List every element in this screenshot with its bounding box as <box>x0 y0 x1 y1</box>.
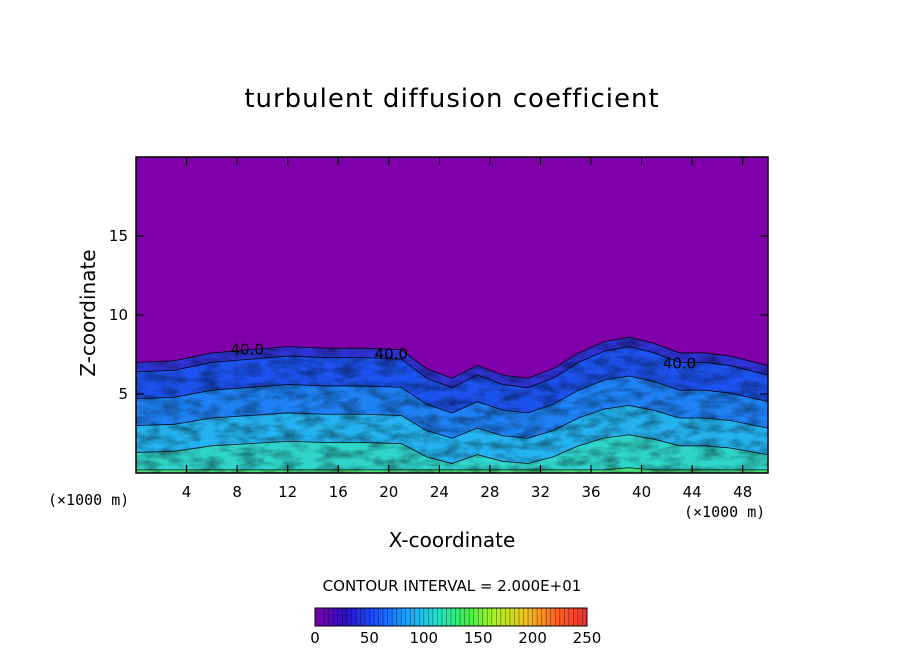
colorbar-tick-label: 150 <box>464 629 493 647</box>
y-tick-label: 15 <box>109 227 128 245</box>
chart-title: turbulent diffusion coefficient <box>244 84 660 114</box>
x-tick-label: 8 <box>232 483 242 501</box>
colorbar-tick-label: 0 <box>310 629 320 647</box>
x-tick-label: 4 <box>182 483 192 501</box>
x-tick-label: 40 <box>632 483 651 501</box>
x-tick-label: 32 <box>531 483 550 501</box>
x-tick-label: 16 <box>329 483 348 501</box>
contour-labels: 40.0 40.0 40.0 <box>231 341 697 373</box>
y-axis-label: Z-coordinate <box>76 249 100 377</box>
y-tick-label: 10 <box>109 306 128 324</box>
x-tick-label: 44 <box>683 483 702 501</box>
colorbar-tick-label: 100 <box>409 629 438 647</box>
colorbar: 0 50 100 150 200 250 <box>310 607 602 647</box>
x-tick-label: 12 <box>278 483 297 501</box>
contour-label: 40.0 <box>663 355 696 373</box>
x-tick-label: 48 <box>733 483 752 501</box>
y-tick-label: 5 <box>118 385 128 403</box>
z-unit-label: (×1000 m) <box>48 491 130 509</box>
colorbar-tick-label: 250 <box>573 629 602 647</box>
colorbar-tick-label: 50 <box>360 629 379 647</box>
contour-interval-label: CONTOUR INTERVAL = 2.000E+01 <box>322 577 582 595</box>
x-tick-label: 24 <box>430 483 449 501</box>
contour-label: 40.0 <box>375 345 408 363</box>
x-tick-label: 36 <box>581 483 600 501</box>
x-axis-label: X-coordinate <box>388 528 516 552</box>
x-axis: 4 8 12 16 20 24 28 32 36 40 44 48 <box>182 157 752 501</box>
x-tick-label: 20 <box>379 483 398 501</box>
turbulence-texture <box>136 337 768 473</box>
y-axis: 5 10 15 <box>109 227 768 403</box>
contour-label: 40.0 <box>231 341 264 359</box>
x-tick-label: 28 <box>480 483 499 501</box>
colorbar-tick-label: 200 <box>518 629 547 647</box>
x-unit-label: (×1000 m) <box>684 503 766 521</box>
heatmap-field <box>136 157 768 473</box>
